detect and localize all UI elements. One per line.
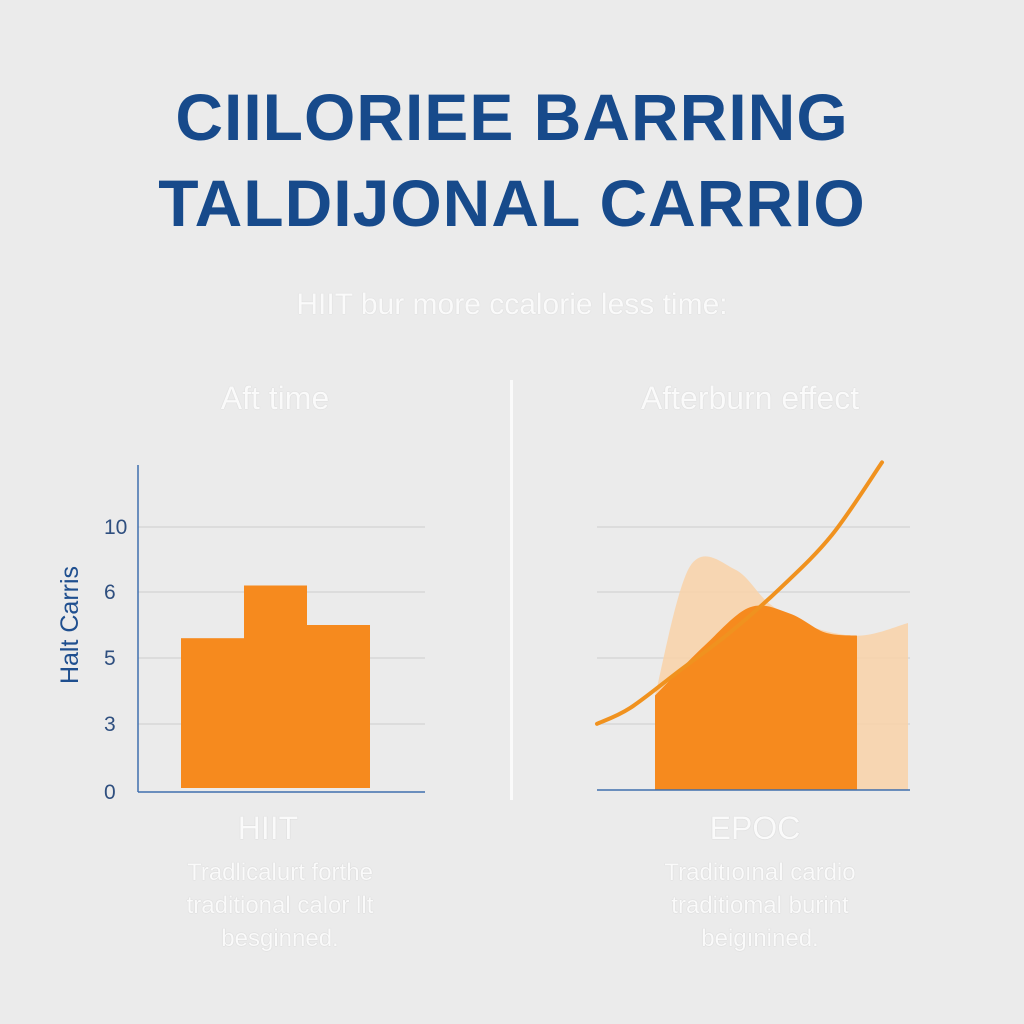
right-panel-title: Afterburn effect [640, 380, 860, 416]
left-bar-chart: 0 3 5 6 10 Halt Carris [56, 465, 425, 804]
right-x-label: EPOC [709, 810, 801, 846]
y-tick-label: 3 [104, 713, 116, 736]
y-axis-label: Halt Carris [56, 566, 84, 684]
chart-title-line-1: CIILORIEE BARRING [175, 80, 849, 154]
bar [181, 638, 244, 788]
bar [307, 625, 370, 788]
left-caption-line-3: besginned. [221, 925, 339, 953]
y-tick-label: 6 [104, 581, 116, 604]
chart-title-line-2: TALDIJONAL CARRIO [158, 166, 866, 240]
left-panel-title: Aft time [220, 380, 330, 416]
left-caption: Tradlicalurt forthe traditional calor ll… [120, 856, 440, 955]
rising-line [595, 460, 884, 726]
right-caption-line-3: beigınined. [701, 925, 819, 953]
left-x-label: HIIT [237, 810, 299, 846]
y-tick-label: 10 [104, 516, 127, 539]
y-tick-label: 0 [104, 781, 116, 804]
panel-divider [510, 380, 513, 800]
y-tick-label: 5 [104, 647, 116, 670]
right-afterburn-chart [595, 460, 910, 791]
left-caption-line-1: Tradlicalurt forthe [187, 859, 373, 886]
right-caption-line-2: traditiomal burint [671, 892, 849, 920]
right-caption-line-1: Traditıoınal cardio [664, 859, 856, 886]
chart-subtitle: HIIT bur more ccalorie less time: [296, 288, 728, 321]
right-caption: Traditıoınal cardio traditiomal burint b… [600, 856, 920, 955]
left-caption-line-2: traditional calor llt [186, 892, 374, 920]
bar [244, 585, 307, 788]
